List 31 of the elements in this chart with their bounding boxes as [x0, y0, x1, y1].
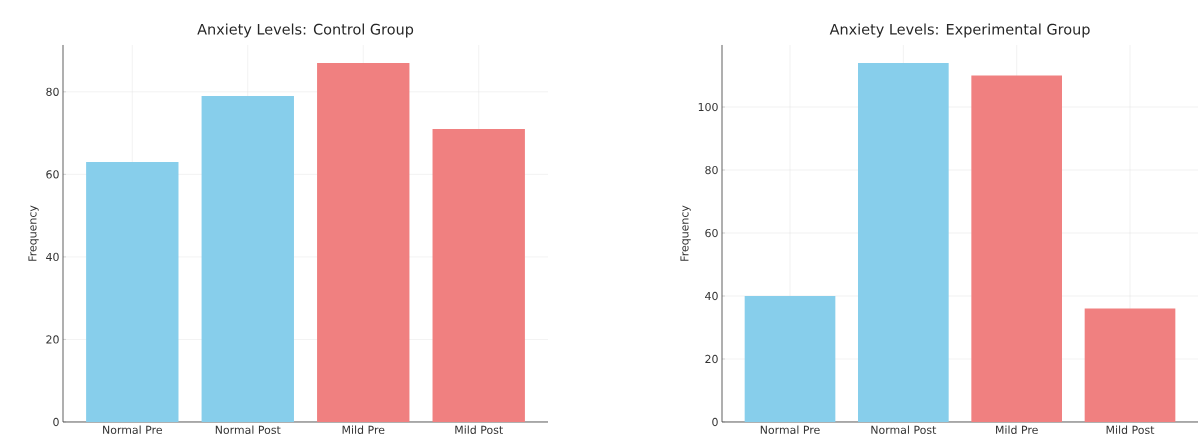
y-tick-label: 80 [705, 165, 718, 175]
y-tick-label: 100 [698, 102, 718, 112]
x-tick-label: Normal Post [871, 425, 937, 434]
bar [432, 128, 525, 422]
x-tick-label: Mild Pre [342, 425, 385, 434]
bar [971, 75, 1063, 422]
y-tick-label: 20 [46, 335, 59, 344]
x-tick-label: Mild Post [1106, 425, 1155, 434]
chart-title: Anxiety Levels: Experimental Group [829, 23, 1090, 38]
y-tick-label: 40 [705, 291, 718, 301]
bar [1084, 308, 1176, 422]
y-tick-label: 80 [46, 87, 59, 96]
chart-title: Anxiety Levels: Control Group [197, 23, 414, 38]
y-tick-label: 60 [705, 228, 718, 238]
bar [858, 62, 949, 422]
y-tick-label: 40 [46, 252, 59, 262]
bar [86, 161, 179, 422]
x-tick-label: Normal Post [215, 425, 281, 434]
x-tick-label: Mild Pre [996, 425, 1038, 434]
x-tick-label: Normal Pre [760, 425, 820, 434]
y-axis-title: Frequency [680, 205, 691, 261]
x-tick-label: Mild Post [455, 425, 503, 434]
x-tick-label: Normal Pre [103, 425, 162, 434]
y-axis-title: Frequency [28, 205, 39, 261]
y-tick-label: 20 [705, 354, 718, 364]
bar [317, 62, 410, 422]
bar [744, 296, 836, 422]
y-tick-label: 0 [53, 417, 59, 427]
bar [201, 95, 294, 422]
y-tick-label: 60 [46, 170, 59, 179]
y-tick-label: 0 [712, 417, 718, 427]
